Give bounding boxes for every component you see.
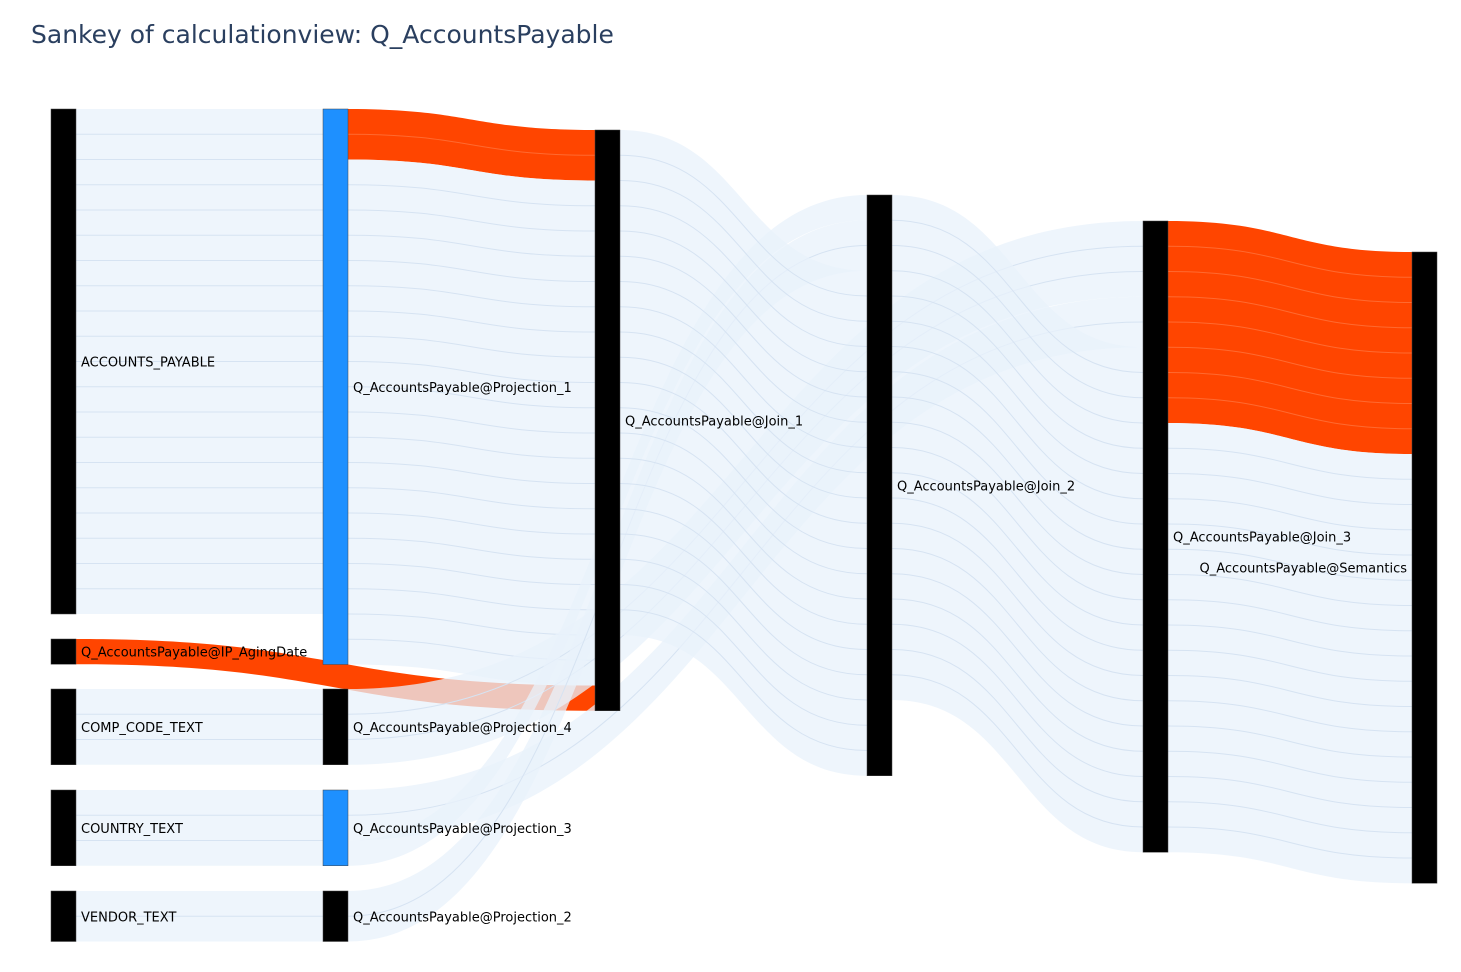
sankey-node-Projection_4[interactable] <box>323 689 348 765</box>
sankey-node-Projection_3[interactable] <box>323 790 348 866</box>
sankey-node-ACCOUNTS_PAYABLE[interactable] <box>51 109 76 614</box>
sankey-links <box>76 109 1412 942</box>
sankey-link-Join_3-to-Semantics-14[interactable] <box>1168 423 1412 883</box>
sankey-node-Projection_2[interactable] <box>323 891 348 942</box>
sankey-node-label-Projection_3: Q_AccountsPayable@Projection_3 <box>353 822 572 837</box>
sankey-node-label-Join_1: Q_AccountsPayable@Join_1 <box>625 414 803 429</box>
sankey-node-Join_3[interactable] <box>1143 221 1168 852</box>
sankey-node-Join_1[interactable] <box>595 130 620 711</box>
sankey-node-label-COMP_CODE_TEXT: COMP_CODE_TEXT <box>81 721 203 736</box>
sankey-node-label-VENDOR_TEXT: VENDOR_TEXT <box>81 910 176 925</box>
sankey-node-label-Semantics: Q_AccountsPayable@Semantics <box>1200 562 1408 577</box>
sankey-node-label-ACCOUNTS_PAYABLE: ACCOUNTS_PAYABLE <box>81 356 215 371</box>
sankey-node-IP_AgingDate[interactable] <box>51 639 76 664</box>
sankey-node-COUNTRY_TEXT[interactable] <box>51 790 76 866</box>
sankey-node-Projection_1[interactable] <box>323 109 348 665</box>
sankey-node-VENDOR_TEXT[interactable] <box>51 891 76 942</box>
sankey-node-label-COUNTRY_TEXT: COUNTRY_TEXT <box>81 822 183 837</box>
sankey-node-Semantics[interactable] <box>1412 252 1437 883</box>
sankey-node-label-Projection_4: Q_AccountsPayable@Projection_4 <box>353 721 572 736</box>
sankey-node-label-Projection_2: Q_AccountsPayable@Projection_2 <box>353 910 572 925</box>
sankey-node-Join_2[interactable] <box>867 195 892 776</box>
sankey-node-label-Join_3: Q_AccountsPayable@Join_3 <box>1173 531 1351 546</box>
sankey-node-label-Projection_1: Q_AccountsPayable@Projection_1 <box>353 381 572 396</box>
sankey-node-COMP_CODE_TEXT[interactable] <box>51 689 76 765</box>
sankey-node-label-Join_2: Q_AccountsPayable@Join_2 <box>897 479 1075 494</box>
sankey-node-label-IP_AgingDate: Q_AccountsPayable@IP_AgingDate <box>81 646 307 661</box>
